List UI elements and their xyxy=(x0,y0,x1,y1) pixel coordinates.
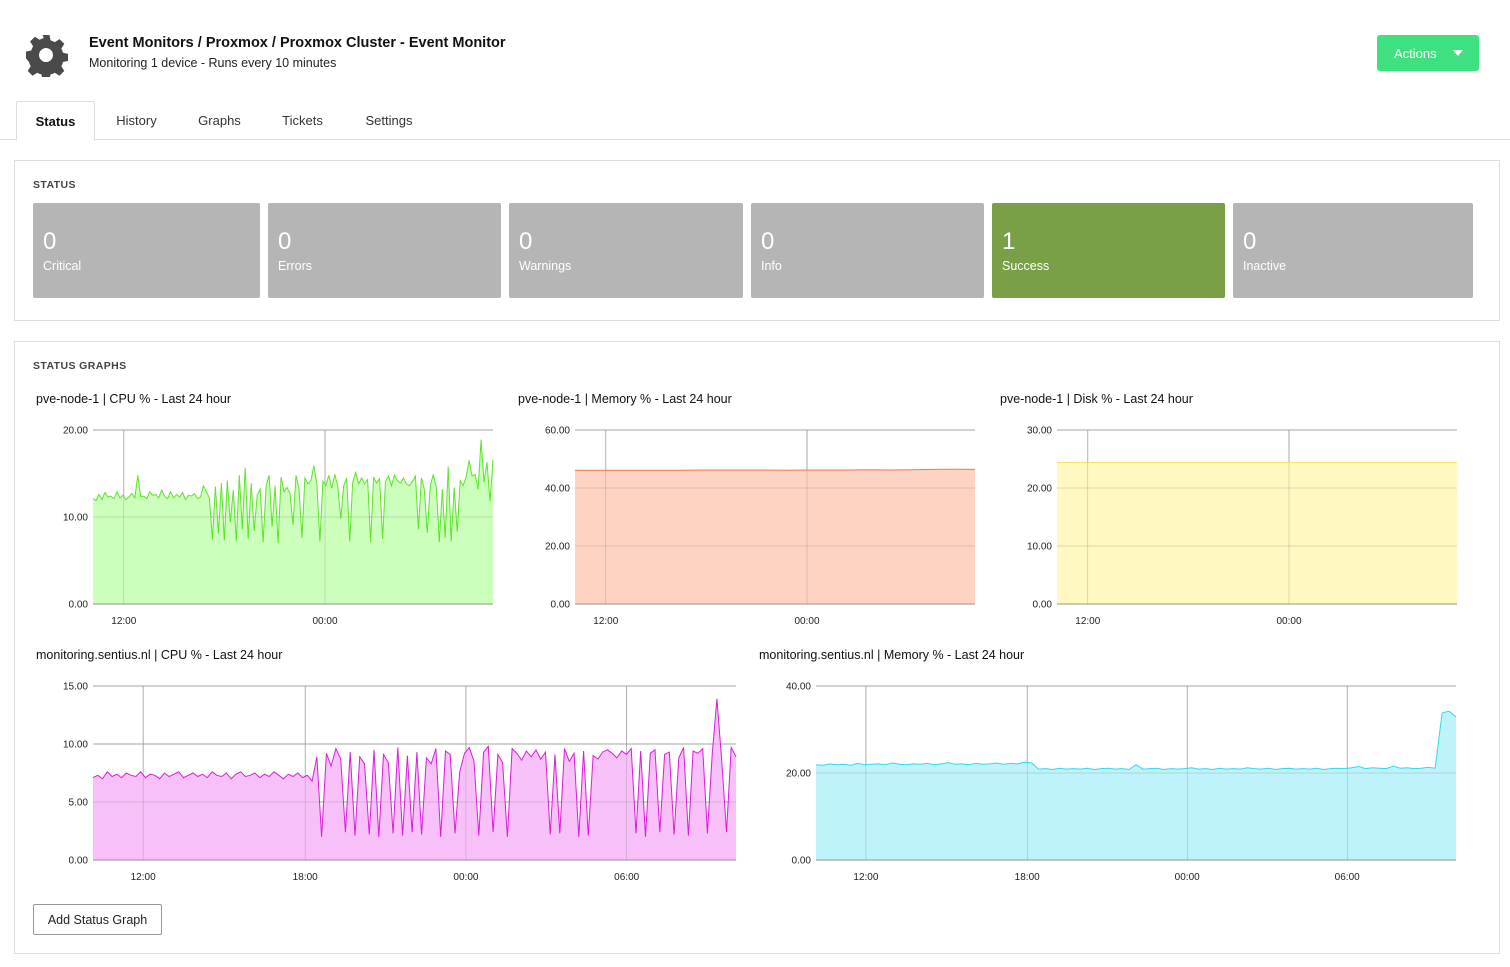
series-line xyxy=(815,710,1457,771)
series-line xyxy=(92,698,737,837)
series-line xyxy=(92,439,494,544)
y-tick-label: 20.00 xyxy=(545,542,570,553)
y-tick-label: 20.00 xyxy=(786,769,811,780)
y-tick-label: 0.00 xyxy=(792,856,812,867)
chart-cpu-monitoring: 0.00 5.00 10.00 15.00 12:00 18:00 00:00 06:00 xyxy=(63,682,737,883)
graph-title-cpu-monitoring: monitoring.sentius.nl | CPU % - Last 24 … xyxy=(36,648,283,662)
y-tick-label: 40.00 xyxy=(786,682,811,693)
tab-status[interactable]: Status xyxy=(16,101,95,141)
y-tick-label: 10.00 xyxy=(63,740,88,751)
x-tick-label: 00:00 xyxy=(453,872,478,883)
y-tick-label: 0.00 xyxy=(69,856,89,867)
info-count: 0 xyxy=(761,228,775,255)
page-header: Event Monitors / Proxmox / Proxmox Clust… xyxy=(0,0,1510,100)
inactive-count: 0 xyxy=(1243,228,1257,255)
y-tick-label: 20.00 xyxy=(63,426,88,437)
page-title: Event Monitors / Proxmox / Proxmox Clust… xyxy=(89,35,506,51)
x-tick-label: 06:00 xyxy=(1335,872,1360,883)
y-tick-label: 5.00 xyxy=(69,798,89,809)
info-label: Info xyxy=(761,259,782,273)
chart-cpu-node: 0.00 10.00 20.00 12:00 00:00 xyxy=(63,426,494,627)
errors-label: Errors xyxy=(278,259,313,273)
tab-settings[interactable]: Settings xyxy=(365,113,413,128)
y-tick-label: 15.00 xyxy=(63,682,88,693)
y-tick-label: 10.00 xyxy=(1027,542,1052,553)
y-tick-label: 0.00 xyxy=(551,600,571,611)
y-tick-label: 40.00 xyxy=(545,484,570,495)
status-graphs-panel: STATUS GRAPHS pve-node-1 | CPU % - Last … xyxy=(14,341,1500,954)
status-panel: STATUS 0 Critical 0 Errors 0 Warnings 0 … xyxy=(14,160,1500,321)
status-card-inactive[interactable]: 0 Inactive xyxy=(1233,203,1473,298)
actions-label: Actions xyxy=(1394,45,1437,61)
chart-disk-node: 0.00 10.00 20.00 30.00 12:00 00:00 xyxy=(1027,426,1457,627)
add-status-graph-button[interactable]: Add Status Graph xyxy=(33,904,162,935)
series-area xyxy=(816,711,1456,860)
critical-label: Critical xyxy=(43,259,82,273)
series-area xyxy=(575,469,975,604)
graph-title-memory-monitoring: monitoring.sentius.nl | Memory % - Last … xyxy=(759,648,1025,662)
status-card-critical[interactable]: 0 Critical xyxy=(33,203,260,298)
success-label: Success xyxy=(1002,259,1050,273)
tab-graphs[interactable]: Graphs xyxy=(198,113,241,128)
status-card-errors[interactable]: 0 Errors xyxy=(268,203,501,298)
x-tick-label: 12:00 xyxy=(1075,616,1100,627)
status-graphs-title: STATUS GRAPHS xyxy=(33,360,127,372)
critical-count: 0 xyxy=(43,228,57,255)
x-tick-label: 12:00 xyxy=(853,872,878,883)
x-tick-label: 18:00 xyxy=(293,872,318,883)
series-line xyxy=(575,468,976,471)
status-panel-title: STATUS xyxy=(33,179,76,191)
x-tick-label: 12:00 xyxy=(131,872,156,883)
x-tick-label: 06:00 xyxy=(614,872,639,883)
y-tick-label: 10.00 xyxy=(63,513,88,524)
page-subtitle: Monitoring 1 device - Runs every 10 minu… xyxy=(89,56,337,70)
gear-icon xyxy=(26,35,68,77)
status-card-success[interactable]: 1 Success xyxy=(992,203,1225,298)
x-tick-label: 00:00 xyxy=(312,616,337,627)
graph-title-cpu-node: pve-node-1 | CPU % - Last 24 hour xyxy=(36,392,232,406)
errors-count: 0 xyxy=(278,228,292,255)
y-tick-label: 0.00 xyxy=(1033,600,1053,611)
y-tick-label: 20.00 xyxy=(1027,484,1052,495)
success-count: 1 xyxy=(1002,228,1016,255)
y-tick-label: 0.00 xyxy=(69,600,89,611)
status-card-warnings[interactable]: 0 Warnings xyxy=(509,203,743,298)
series-area xyxy=(93,698,736,860)
x-tick-label: 00:00 xyxy=(1175,872,1200,883)
graph-title-memory-node: pve-node-1 | Memory % - Last 24 hour xyxy=(518,392,732,406)
x-tick-label: 12:00 xyxy=(111,616,136,627)
warnings-count: 0 xyxy=(519,228,533,255)
inactive-label: Inactive xyxy=(1243,259,1287,273)
y-tick-label: 60.00 xyxy=(545,426,570,437)
caret-down-icon xyxy=(1453,50,1463,56)
warnings-label: Warnings xyxy=(519,259,572,273)
tab-bar: Status History Graphs Tickets Settings xyxy=(0,101,1510,141)
x-tick-label: 12:00 xyxy=(593,616,618,627)
x-tick-label: 00:00 xyxy=(794,616,819,627)
series-area xyxy=(1057,462,1457,604)
chart-memory-node: 0.00 20.00 40.00 60.00 12:00 00:00 xyxy=(545,426,976,627)
actions-dropdown-button[interactable]: Actions xyxy=(1377,35,1479,71)
tab-tickets[interactable]: Tickets xyxy=(282,113,323,128)
x-tick-label: 00:00 xyxy=(1276,616,1301,627)
x-tick-label: 18:00 xyxy=(1015,872,1040,883)
graph-title-disk-node: pve-node-1 | Disk % - Last 24 hour xyxy=(1000,392,1193,406)
y-tick-label: 30.00 xyxy=(1027,426,1052,437)
status-card-info[interactable]: 0 Info xyxy=(751,203,984,298)
chart-memory-monitoring: 0.00 20.00 40.00 12:00 18:00 00:00 06:00 xyxy=(786,682,1457,883)
tab-history[interactable]: History xyxy=(116,113,157,128)
